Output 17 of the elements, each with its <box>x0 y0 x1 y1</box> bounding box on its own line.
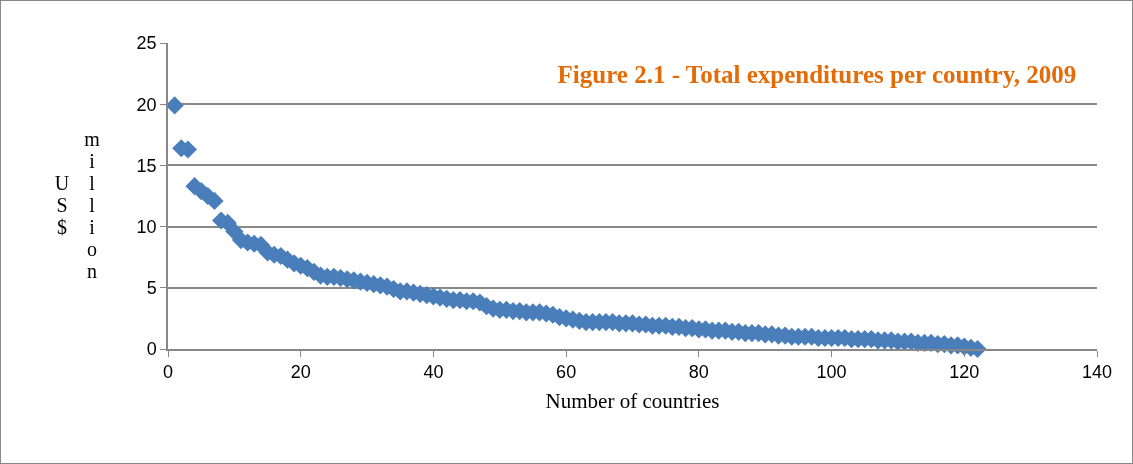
y-tick-label: 15 <box>136 155 157 176</box>
x-tick-label: 0 <box>162 362 174 383</box>
y-tick-label: 25 <box>136 33 157 54</box>
x-tick-label: 140 <box>1081 362 1113 383</box>
y-tick-label: 10 <box>136 216 157 237</box>
x-tick-label: 120 <box>949 362 980 383</box>
x-axis-title: Number of countries <box>545 389 720 414</box>
x-tick-label: 60 <box>556 362 577 383</box>
y-axis-title: US$ million <box>50 128 104 282</box>
y-tick-label: 20 <box>136 94 157 115</box>
x-tick-label: 100 <box>816 362 847 383</box>
x-tick-label: 20 <box>290 362 311 383</box>
x-tick-label: 40 <box>423 362 444 383</box>
y-tick-label: 0 <box>146 339 157 360</box>
x-tick-label: 80 <box>688 362 709 383</box>
text: Figure 2.1 - Total expenditures per country, 2009 <box>557 60 1077 88</box>
y-tick-label: 5 <box>146 278 157 299</box>
